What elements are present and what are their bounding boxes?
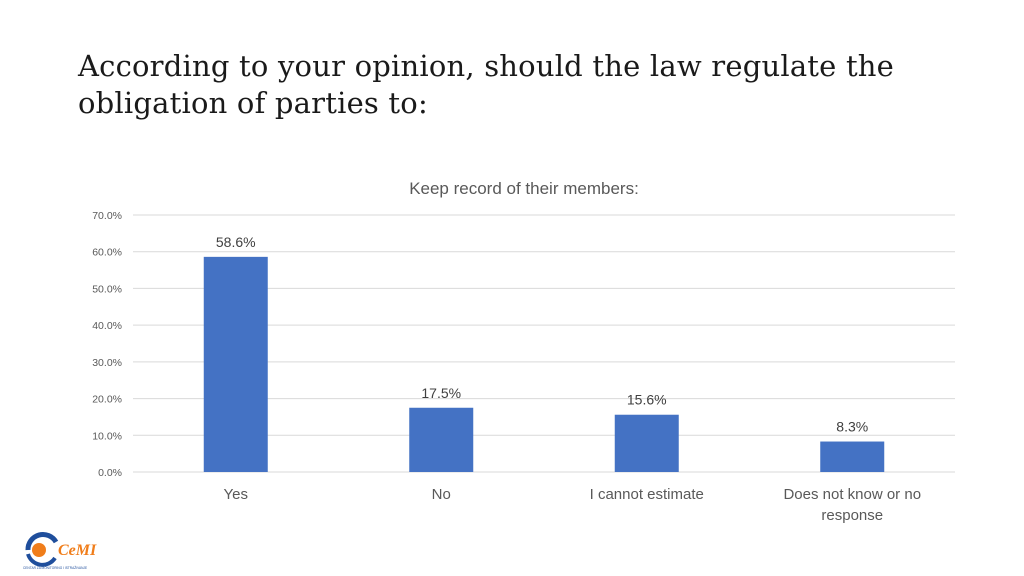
gridlines	[133, 214, 955, 473]
data-label: 17.5%	[421, 385, 461, 401]
chart-title: Keep record of their members:	[409, 179, 639, 198]
x-tick-label: Yes	[224, 486, 248, 503]
y-tick-label: 70.0%	[92, 210, 122, 222]
y-tick-label: 60.0%	[92, 247, 122, 259]
slide-title: According to your opinion, should the la…	[78, 49, 895, 120]
y-axis-ticks: 0.0% 10.0% 20.0% 30.0% 40.0% 50.0% 60.0% 70.0%	[92, 210, 122, 479]
y-tick-label: 40.0%	[92, 320, 122, 332]
y-tick-label: 20.0%	[92, 394, 122, 406]
data-labels: 58.6% 17.5% 15.6% 8.3%	[216, 234, 868, 435]
bar	[409, 407, 474, 472]
data-label: 58.6%	[216, 234, 256, 250]
x-axis-ticks: Yes No I cannot estimate Does not know or n…	[224, 486, 922, 524]
logo-arc-icon	[25, 531, 59, 551]
x-tick-label: Does not know or no response	[783, 486, 921, 524]
cemi-logo: CeMI CENTAR ZA MONITORING I ISTRAŽIVANJE	[23, 531, 97, 570]
y-tick-label: 0.0%	[98, 467, 122, 479]
y-tick-label: 10.0%	[92, 430, 122, 442]
bar	[614, 414, 679, 472]
logo-tagline: CENTAR ZA MONITORING I ISTRAŽIVANJE	[23, 565, 87, 570]
y-tick-label: 50.0%	[92, 283, 122, 295]
bar	[820, 441, 885, 472]
data-label: 15.6%	[627, 392, 667, 408]
bars	[203, 256, 885, 472]
logo-sun-icon	[32, 543, 46, 557]
x-tick-label: I cannot estimate	[590, 486, 704, 503]
y-tick-label: 30.0%	[92, 357, 122, 369]
bar	[203, 256, 268, 472]
logo-arc-lower-icon	[26, 553, 57, 567]
x-tick-label: No	[432, 486, 451, 503]
logo-text: CeMI	[58, 542, 97, 559]
data-label: 8.3%	[836, 419, 868, 435]
